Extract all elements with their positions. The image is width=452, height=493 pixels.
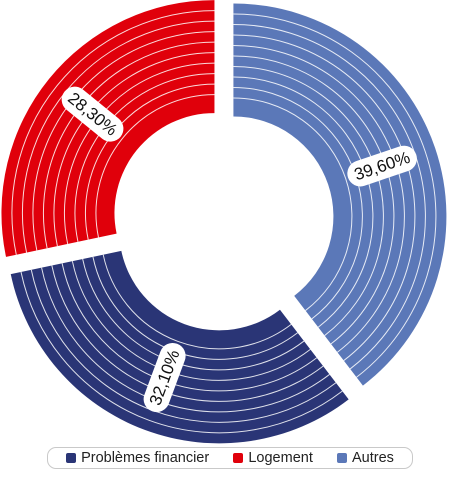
- legend-swatch: [66, 453, 77, 463]
- data-label-problemes-financier: 32,10%: [143, 342, 186, 413]
- legend-swatch: [233, 453, 244, 463]
- donut-slices: [1, 0, 447, 444]
- slice-ring-line: [20, 271, 343, 434]
- legend-item-autres[interactable]: Autres: [337, 450, 394, 466]
- legend-item-problemes-financier[interactable]: Problèmes financier: [66, 450, 209, 466]
- data-label-pill: [143, 342, 186, 413]
- slice-ring-line: [233, 13, 437, 378]
- chart-legend: Problèmes financier Logement Autres: [47, 447, 413, 469]
- legend-label: Logement: [248, 450, 313, 466]
- data-label-pill: [61, 86, 124, 142]
- legend-label: Autres: [352, 450, 394, 466]
- slice-ring-line: [102, 254, 292, 350]
- slice-ring-line: [11, 10, 215, 255]
- data-label-pill: [347, 145, 417, 187]
- slice-ring-line: [95, 94, 215, 238]
- legend-item-logement[interactable]: Logement: [233, 450, 313, 466]
- legend-label: Problèmes financier: [81, 450, 210, 466]
- legend-swatch: [337, 453, 347, 463]
- slice-ring-line: [233, 97, 353, 311]
